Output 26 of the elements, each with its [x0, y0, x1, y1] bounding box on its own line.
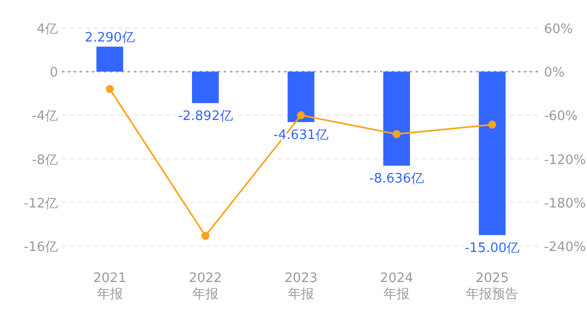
- y-tick-label: -8亿: [32, 152, 58, 168]
- point: [392, 130, 401, 138]
- y2-tick-label: -120%: [544, 152, 586, 168]
- y-tick-label: -4亿: [32, 109, 58, 124]
- point: [297, 111, 305, 120]
- y-tick-label: 0: [50, 66, 58, 81]
- data-label: -8.636亿: [369, 172, 424, 187]
- x-tick-label: 2022 年报: [188, 271, 222, 302]
- point: [201, 232, 210, 240]
- y2-tick-label: 60%: [544, 22, 573, 37]
- data-label: -2.892亿: [178, 109, 233, 124]
- y2-tick-label: -180%: [544, 196, 586, 212]
- point: [106, 85, 114, 94]
- y2-tick-label: 0%: [544, 66, 565, 81]
- y2-tick-label: -60%: [544, 109, 578, 124]
- y2-tick-label: -240%: [544, 240, 586, 255]
- point: [488, 120, 496, 129]
- x-tick-label: 2021 年报: [93, 271, 126, 302]
- y-tick-label: -12亿: [24, 196, 58, 212]
- x-tick-label: 2024 年报: [380, 271, 414, 302]
- data-label: 2.290亿: [84, 30, 135, 46]
- x-tick-label: 2025 年报预告: [466, 271, 518, 302]
- x-tick-label: 2023 年报: [284, 271, 318, 302]
- y-tick-label: -16亿: [24, 240, 58, 255]
- data-label: -15.00亿: [464, 241, 520, 256]
- y-tick-label: 4亿: [36, 22, 58, 37]
